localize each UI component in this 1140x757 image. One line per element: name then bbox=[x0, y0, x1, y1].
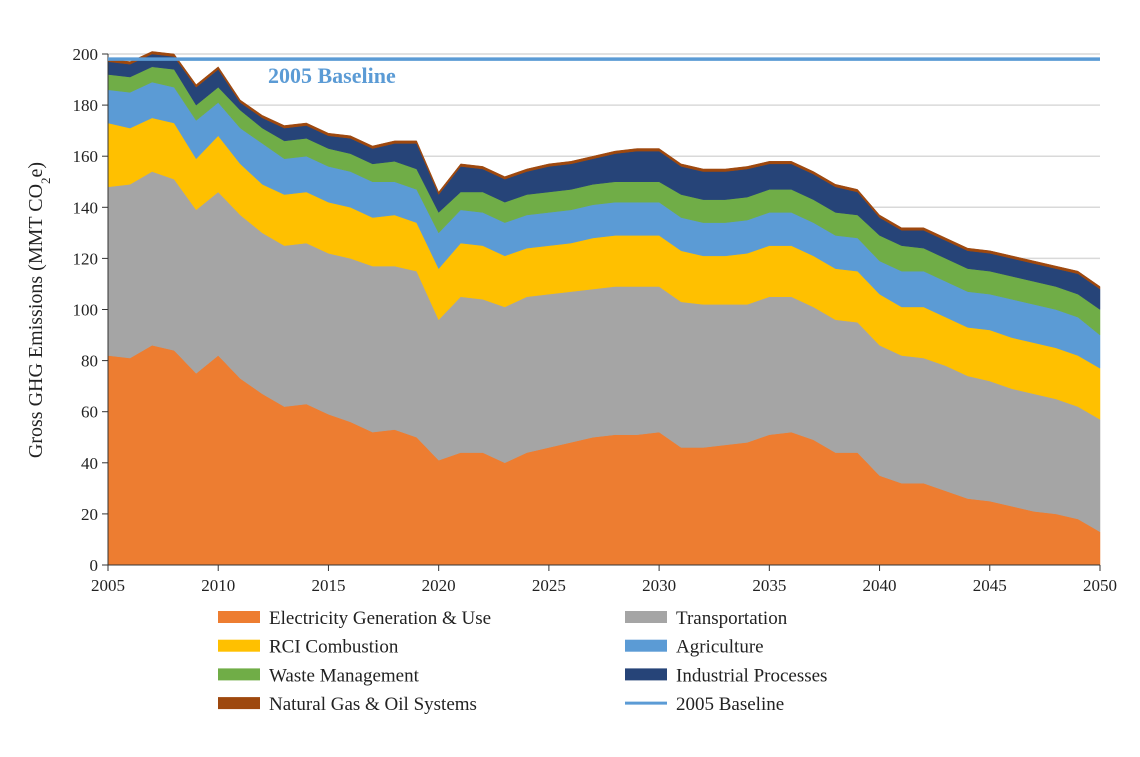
legend-label: Transportation bbox=[676, 608, 788, 629]
legend-label: Industrial Processes bbox=[676, 665, 827, 686]
y-tick-label: 40 bbox=[81, 454, 98, 473]
baseline-label: 2005 Baseline bbox=[268, 63, 396, 88]
x-tick-label: 2015 bbox=[311, 576, 345, 595]
legend-item: Transportation bbox=[625, 608, 788, 629]
y-tick-label: 0 bbox=[90, 556, 99, 575]
legend-item: Industrial Processes bbox=[625, 665, 827, 686]
legend: Electricity Generation & Use Transportati… bbox=[218, 608, 827, 715]
legend-swatch bbox=[218, 639, 260, 652]
y-tick-label: 140 bbox=[73, 198, 99, 217]
legend-item: Agriculture bbox=[625, 637, 764, 658]
legend-item: Waste Management bbox=[218, 665, 420, 686]
legend-swatch bbox=[218, 668, 260, 681]
legend-item: Natural Gas & Oil Systems bbox=[218, 694, 477, 715]
y-axis-label-tail: e) bbox=[25, 162, 47, 178]
legend-label: Waste Management bbox=[269, 665, 420, 686]
baseline-group: 2005 Baseline bbox=[108, 57, 1100, 88]
x-tick-label: 2035 bbox=[752, 576, 786, 595]
y-tick-label: 20 bbox=[81, 505, 98, 524]
x-tick-label: 2020 bbox=[422, 576, 456, 595]
y-axis-label-main: Gross GHG Emissions (MMT CO bbox=[25, 184, 47, 458]
y-tick-label: 180 bbox=[73, 96, 99, 115]
y-tick-label: 200 bbox=[73, 45, 99, 64]
legend-swatch bbox=[218, 697, 260, 710]
area-natural-gas-oil-systems bbox=[107, 51, 1101, 290]
y-tick-label: 160 bbox=[73, 147, 99, 166]
x-tick-label: 2040 bbox=[863, 576, 897, 595]
legend-item: RCI Combustion bbox=[218, 637, 399, 658]
x-tick-label: 2010 bbox=[201, 576, 235, 595]
legend-swatch bbox=[625, 611, 667, 623]
legend-label: Agriculture bbox=[676, 637, 764, 658]
legend-item: 2005 Baseline bbox=[625, 694, 784, 715]
legend-swatch bbox=[625, 639, 667, 652]
legend-label: 2005 Baseline bbox=[676, 694, 784, 715]
y-tick-label: 60 bbox=[81, 403, 98, 422]
x-tick-label: 2045 bbox=[973, 576, 1007, 595]
legend-label: Electricity Generation & Use bbox=[269, 608, 491, 629]
x-tick-label: 2005 bbox=[91, 576, 125, 595]
y-axis-label: Gross GHG Emissions (MMT CO2e) bbox=[25, 162, 53, 458]
y-axis-label-sub: 2 bbox=[38, 177, 53, 184]
legend-label: RCI Combustion bbox=[269, 637, 399, 658]
y-tick-label: 80 bbox=[81, 352, 98, 371]
legend-label: Natural Gas & Oil Systems bbox=[269, 694, 477, 715]
y-tick-label: 120 bbox=[73, 249, 99, 268]
series-areas bbox=[107, 51, 1101, 566]
x-tick-label: 2050 bbox=[1083, 576, 1117, 595]
legend-item: Electricity Generation & Use bbox=[218, 608, 491, 629]
legend-swatch bbox=[218, 611, 260, 623]
legend-swatch bbox=[625, 668, 667, 681]
x-tick-label: 2025 bbox=[532, 576, 566, 595]
x-tick-label: 2030 bbox=[642, 576, 676, 595]
y-tick-label: 100 bbox=[73, 301, 99, 320]
